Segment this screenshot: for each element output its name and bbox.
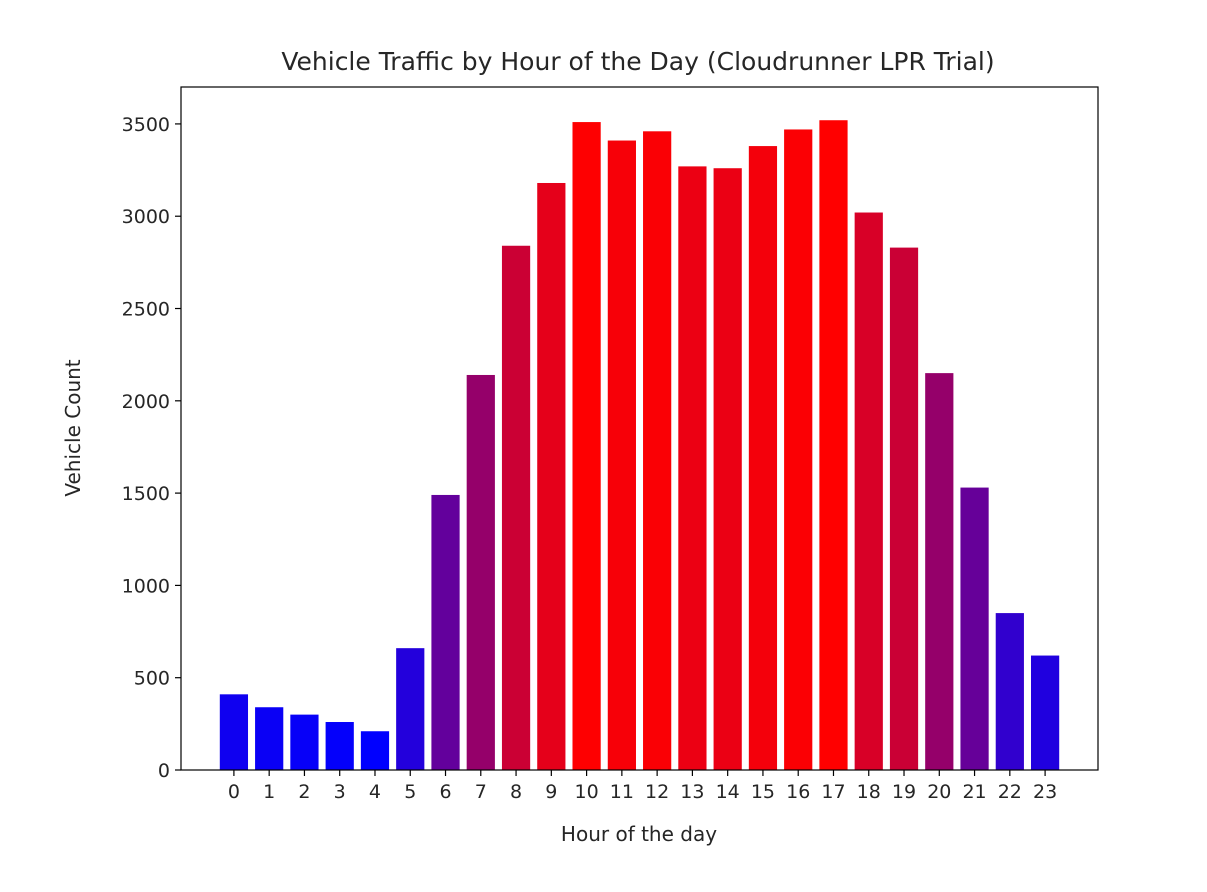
x-tick-label: 16 [786, 781, 810, 803]
x-tick-label: 17 [821, 781, 845, 803]
x-tick-label: 5 [404, 781, 416, 803]
x-tick-label: 4 [369, 781, 381, 803]
x-tick-label: 18 [857, 781, 881, 803]
x-tick-label: 0 [228, 781, 240, 803]
bar-hour-1 [255, 707, 284, 770]
x-tick-label: 11 [610, 781, 634, 803]
y-tick-label: 1500 [122, 483, 170, 505]
x-tick-label: 19 [892, 781, 916, 803]
bar-hour-13 [678, 166, 707, 770]
x-tick-label: 14 [716, 781, 740, 803]
y-tick-label: 3000 [122, 206, 170, 228]
bar-hour-16 [784, 129, 813, 770]
y-tick-label: 0 [158, 760, 170, 782]
y-tick-label: 3500 [122, 114, 170, 136]
bar-hour-23 [1030, 655, 1060, 770]
bar-hour-3 [325, 722, 354, 770]
y-tick-label: 1000 [122, 575, 170, 597]
x-tick-label: 8 [510, 781, 522, 803]
x-tick-label: 23 [1033, 781, 1057, 803]
y-axis: 0 500 1000 1500 2000 2500 3000 3500 [122, 114, 181, 782]
bar-hour-7 [466, 374, 495, 770]
chart-title: Vehicle Traffic by Hour of the Day (Clou… [281, 47, 994, 76]
bar-hour-0 [219, 694, 249, 770]
bar-hour-9 [537, 182, 566, 771]
bar-hour-11 [607, 140, 636, 770]
x-tick-label: 6 [439, 781, 451, 803]
plot-frame [180, 86, 1099, 771]
x-tick-label: 12 [645, 781, 669, 803]
x-tick-label: 22 [998, 781, 1022, 803]
x-axis: 0 1 2 3 4 5 6 7 8 9 10 11 12 13 14 15 16 17 18 19 20 21 22 23 [228, 770, 1057, 803]
x-tick-label: 2 [298, 781, 310, 803]
bar-hour-2 [290, 714, 319, 770]
bar-hour-10 [572, 122, 601, 770]
bar-hour-18 [854, 212, 883, 770]
bar-hour-8 [501, 245, 531, 770]
y-axis-label: Vehicle Count [61, 359, 85, 496]
x-tick-label: 15 [751, 781, 775, 803]
y-tick-label: 500 [134, 668, 170, 690]
bar-hour-17 [819, 120, 848, 771]
x-tick-label: 13 [680, 781, 704, 803]
x-tick-label: 1 [263, 781, 275, 803]
x-tick-label: 3 [334, 781, 346, 803]
x-tick-label: 9 [545, 781, 557, 803]
bar-hour-12 [643, 131, 672, 771]
bar-hour-5 [396, 648, 425, 770]
x-tick-label: 20 [927, 781, 951, 803]
bar-hour-20 [925, 373, 954, 770]
bar-hour-14 [713, 168, 742, 771]
bar-hour-19 [889, 247, 919, 771]
bar-hour-15 [748, 146, 778, 770]
x-tick-label: 7 [475, 781, 487, 803]
bar-hour-4 [360, 731, 390, 770]
x-tick-label: 10 [575, 781, 599, 803]
y-tick-label: 2000 [122, 391, 170, 413]
bar-hour-22 [995, 613, 1024, 770]
bar-hour-21 [960, 487, 989, 770]
y-tick-label: 2500 [122, 299, 170, 321]
bars-layer [219, 120, 1060, 771]
x-axis-label: Hour of the day [561, 822, 717, 846]
bar-hour-6 [431, 494, 460, 770]
x-tick-label: 21 [962, 781, 986, 803]
